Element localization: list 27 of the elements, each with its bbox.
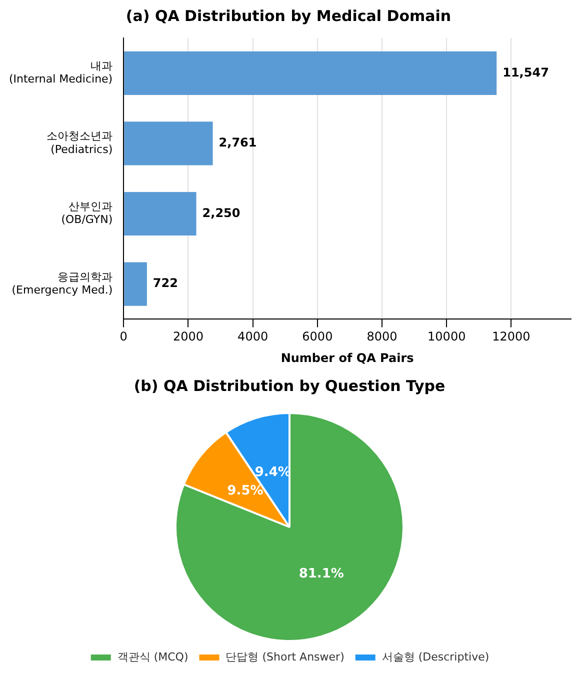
legend-label: 객관식 (MCQ) — [117, 650, 188, 664]
bar — [124, 122, 213, 166]
y-tick-label: 산부인과 (OB/GYN) — [61, 200, 113, 226]
y-tick-label: 응급의학과 (Emergency Med.) — [12, 270, 113, 297]
data-label: 11,547 — [502, 65, 549, 80]
legend-label: 단답형 (Short Answer) — [226, 650, 344, 664]
data-label: 2,250 — [202, 206, 240, 220]
x-tick-label: 4000 — [238, 330, 268, 344]
data-label: 81.1% — [298, 566, 344, 582]
legend-label: 서술형 (Descriptive) — [382, 650, 490, 664]
x-tick-label: 8000 — [366, 330, 398, 344]
data-label: 2,761 — [218, 136, 257, 150]
x-tick-label: 0 — [120, 330, 128, 344]
bar — [124, 262, 147, 306]
bar — [124, 51, 497, 95]
y-tick-label: 소아청소년과 (Pediatrics) — [46, 130, 113, 156]
bar — [124, 192, 196, 236]
x-tick-label: 6000 — [302, 330, 333, 344]
x-axis-title: Number of QA Pairs — [280, 350, 414, 365]
data-label: 722 — [152, 276, 178, 290]
x-tick-label: 10000 — [428, 330, 466, 344]
x-tick-label: 12000 — [492, 330, 530, 344]
y-tick-label: 내과 (Internal Medicine) — [8, 59, 113, 86]
x-tick-label: 2000 — [172, 330, 204, 344]
chart-title: (b) QA Distribution by Question Type — [134, 376, 446, 395]
chart-title: (a) QA Distribution by Medical Domain — [126, 6, 452, 25]
data-label: 9.5% — [227, 483, 264, 498]
